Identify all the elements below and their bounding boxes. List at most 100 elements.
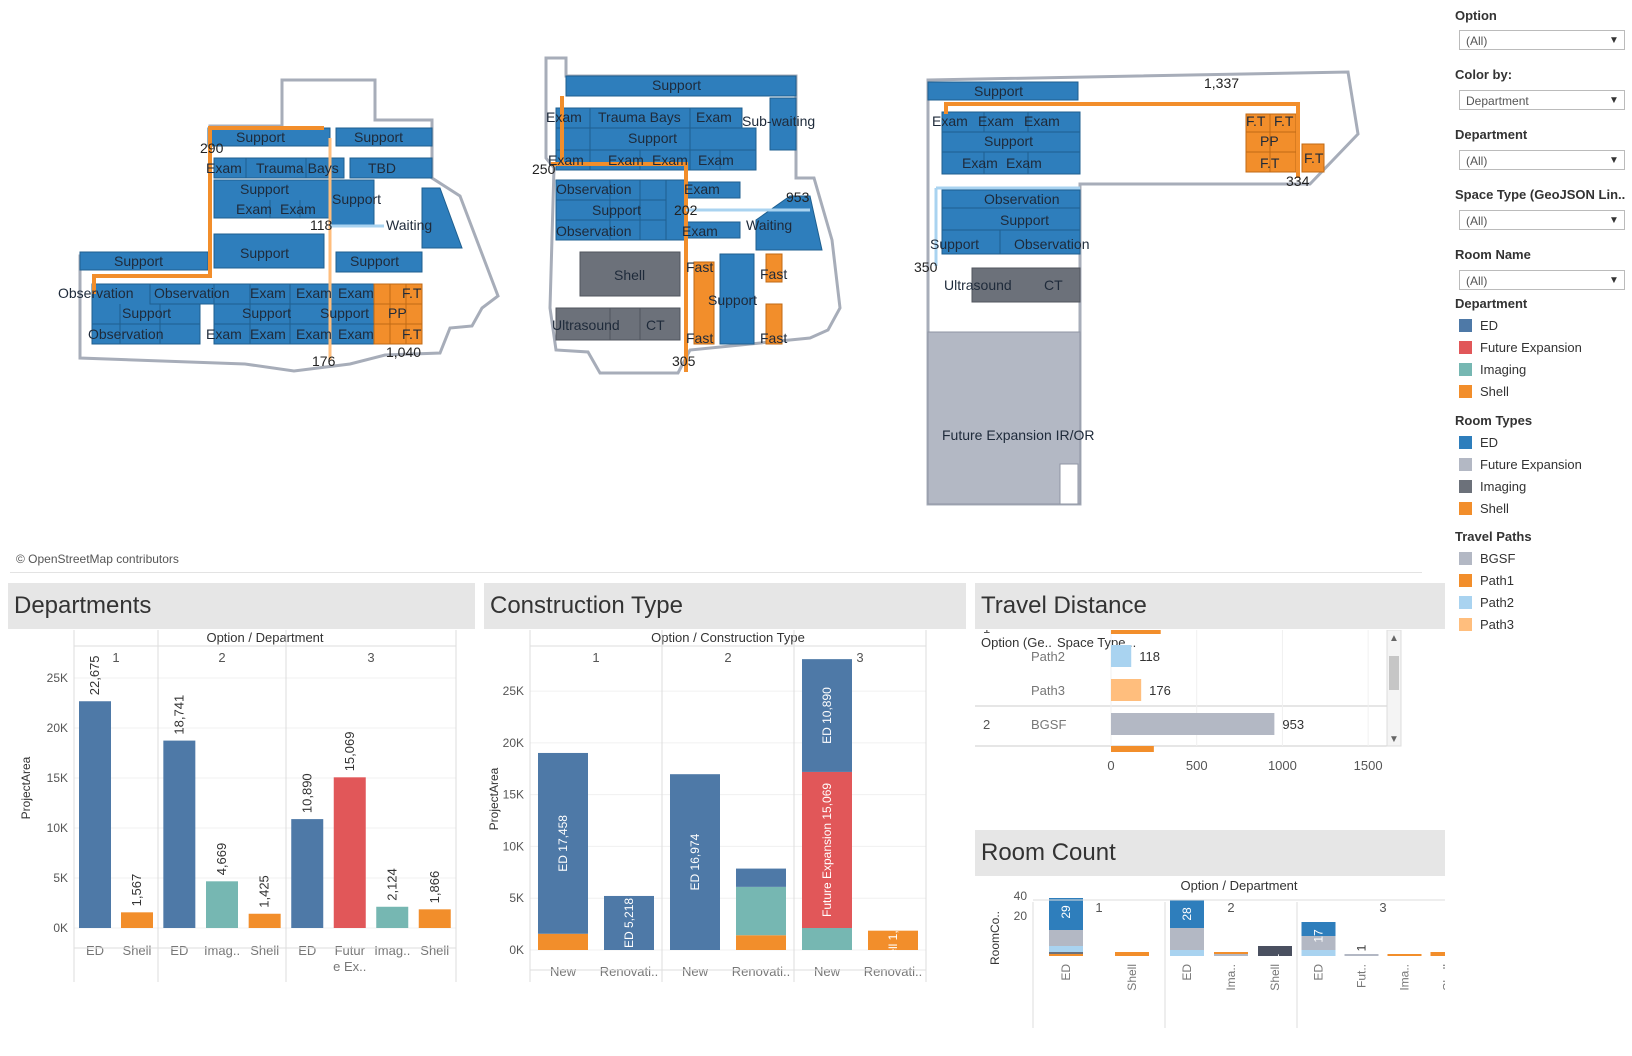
bar[interactable] xyxy=(1111,746,1154,752)
bar-segment[interactable] xyxy=(1170,950,1204,956)
room-tbd[interactable] xyxy=(349,157,433,179)
room-support[interactable] xyxy=(335,127,433,147)
bar-segment[interactable] xyxy=(1344,954,1379,956)
room-observation-support[interactable] xyxy=(941,189,1081,255)
chevron-down-icon[interactable]: ▼ xyxy=(1389,734,1399,745)
legend-item[interactable]: Path2 xyxy=(1459,594,1514,612)
bar-segment[interactable] xyxy=(736,935,786,950)
bar-segment[interactable] xyxy=(291,819,324,928)
room-fast-track[interactable] xyxy=(373,283,423,345)
chevron-down-icon[interactable]: ▼ xyxy=(1609,275,1619,286)
room-support[interactable] xyxy=(719,253,755,345)
room-support[interactable] xyxy=(329,179,375,227)
bar-segment[interactable] xyxy=(1170,900,1204,928)
legend-item[interactable]: Imaging xyxy=(1459,478,1526,496)
spacetype-filter-select[interactable]: (All) ▼ xyxy=(1459,210,1625,230)
room-fast[interactable] xyxy=(765,303,783,345)
legend-item[interactable]: ED xyxy=(1459,317,1498,335)
bar-segment[interactable] xyxy=(376,906,409,928)
bar-segment[interactable] xyxy=(1214,954,1248,956)
room-exam-support[interactable] xyxy=(213,283,375,345)
legend-item[interactable]: ED xyxy=(1459,434,1498,452)
departments-chart[interactable]: Option / Department ProjectArea 0K 5K 10K 15K… xyxy=(0,630,475,1030)
construction-chart[interactable]: Option / Construction Type ProjectArea 0K 5… xyxy=(484,630,966,1030)
chevron-down-icon[interactable]: ▼ xyxy=(1609,95,1619,106)
chevron-down-icon[interactable]: ▼ xyxy=(1609,35,1619,46)
legend-item[interactable]: Future Expansion xyxy=(1459,456,1582,474)
floor-plan-svg[interactable]: .rm { fill:#2e7ebc; stroke:#1f5f8f; stro… xyxy=(10,8,1422,573)
bar-segment[interactable] xyxy=(248,913,281,928)
room-sub-waiting[interactable] xyxy=(769,97,797,151)
room-support[interactable] xyxy=(565,75,797,97)
room-support-exam[interactable] xyxy=(213,179,331,219)
bar-segment[interactable] xyxy=(1301,936,1336,950)
bar-segment[interactable] xyxy=(1301,922,1336,936)
bar-segment[interactable] xyxy=(1258,946,1292,956)
room-support[interactable] xyxy=(927,81,1079,101)
bar[interactable] xyxy=(1111,645,1132,667)
bar-segment[interactable] xyxy=(1049,952,1083,954)
bar-segment[interactable] xyxy=(206,881,238,928)
bar-segment[interactable] xyxy=(79,701,111,928)
chevron-up-icon[interactable]: ▲ xyxy=(1389,633,1399,644)
floor-plan-option-1[interactable]: Support Support 290 Exam Trauma Bays TBD… xyxy=(58,78,500,373)
bar-segment[interactable] xyxy=(1049,930,1083,946)
room-observation[interactable] xyxy=(555,179,667,241)
room-fast[interactable] xyxy=(693,261,715,345)
bar-segment[interactable] xyxy=(1301,950,1336,956)
bar[interactable] xyxy=(1111,713,1275,735)
bar-segment[interactable] xyxy=(736,868,786,887)
travel-distance-chart[interactable]: Option (Ge..Space Type ..0500100015001Pa… xyxy=(975,630,1445,810)
floor-plan-option-2[interactable]: Support Exam Trauma Bays Exam Sub-waitin… xyxy=(532,56,842,375)
bar-segment[interactable] xyxy=(121,912,153,928)
room-fast[interactable] xyxy=(765,253,783,283)
room-waiting[interactable] xyxy=(421,187,463,249)
room-ultrasound-ct[interactable] xyxy=(971,267,1081,303)
legend-item[interactable]: Shell xyxy=(1459,500,1509,518)
room-support[interactable] xyxy=(335,251,423,273)
chevron-down-icon[interactable]: ▼ xyxy=(1609,155,1619,166)
bar-segment[interactable] xyxy=(163,740,196,928)
bar-segment[interactable] xyxy=(1430,952,1446,956)
bar-segment[interactable] xyxy=(802,928,852,950)
room-count-chart[interactable]: Option / Department RoomCo.. 20 40 1 29 ED Shel… xyxy=(975,878,1445,1028)
scrollbar-thumb[interactable] xyxy=(1389,656,1399,690)
bar-segment[interactable] xyxy=(333,777,366,928)
bar-segment[interactable] xyxy=(1387,954,1422,956)
bar-segment[interactable] xyxy=(802,659,852,772)
bar-segment[interactable] xyxy=(1049,946,1083,952)
option-filter-select[interactable]: (All) ▼ xyxy=(1459,30,1625,50)
legend-item[interactable]: Imaging xyxy=(1459,361,1526,379)
bar-segment[interactable] xyxy=(802,771,852,929)
bar-segment[interactable] xyxy=(538,752,588,934)
bar[interactable] xyxy=(1111,679,1142,701)
floor-plan-option-3[interactable]: Support 1,337 Exam Exam Exam F.T F.T Sup… xyxy=(914,70,1360,506)
legend-item[interactable]: BGSF xyxy=(1459,550,1515,568)
room-support[interactable] xyxy=(213,233,325,269)
bar-segment[interactable] xyxy=(418,909,451,928)
legend-item[interactable]: Path1 xyxy=(1459,572,1514,590)
bar-segment[interactable] xyxy=(1049,954,1083,956)
room-future-expansion[interactable] xyxy=(927,331,1081,505)
room-exam-support[interactable] xyxy=(941,111,1081,175)
legend-item[interactable]: Shell xyxy=(1459,383,1509,401)
roomname-filter-select[interactable]: (All) ▼ xyxy=(1459,270,1625,290)
bar-segment[interactable] xyxy=(868,930,918,950)
legend-item[interactable]: Path3 xyxy=(1459,616,1514,634)
bar-segment[interactable] xyxy=(1170,928,1204,950)
bar-segment[interactable] xyxy=(604,895,654,950)
bar-segment[interactable] xyxy=(1049,898,1083,930)
bar-segment[interactable] xyxy=(538,933,588,950)
bar-segment[interactable] xyxy=(1115,952,1149,956)
colorby-select[interactable]: Department ▼ xyxy=(1459,90,1625,110)
chevron-down-icon[interactable]: ▼ xyxy=(1609,215,1619,226)
room-shell[interactable] xyxy=(579,251,681,297)
room-ultrasound-ct[interactable] xyxy=(555,307,681,341)
bar-segment[interactable] xyxy=(670,774,720,950)
legend-item[interactable]: Future Expansion xyxy=(1459,339,1582,357)
floor-plan-map[interactable]: .rm { fill:#2e7ebc; stroke:#1f5f8f; stro… xyxy=(10,8,1422,573)
bar[interactable] xyxy=(1111,630,1161,634)
room-fast-track[interactable] xyxy=(1301,143,1325,173)
department-filter-select[interactable]: (All) ▼ xyxy=(1459,150,1625,170)
bar-segment[interactable] xyxy=(1214,952,1248,954)
